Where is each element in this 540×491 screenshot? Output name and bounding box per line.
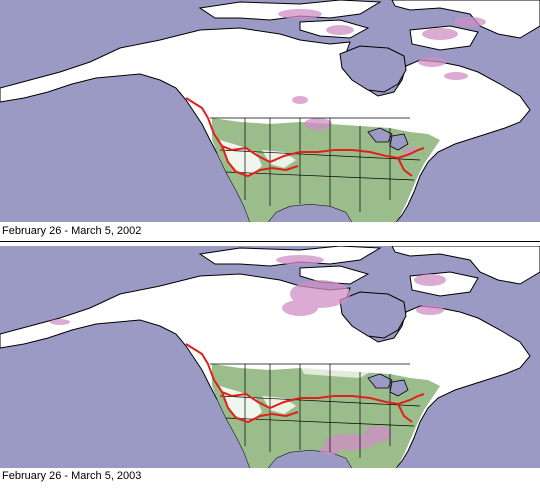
plains-snow-patch: [300, 366, 370, 378]
snow-anomaly-regions: [278, 9, 486, 153]
hudson-bay: [339, 291, 407, 339]
snow-free-vegetation: [212, 364, 440, 468]
panel-divider: [0, 241, 540, 242]
snow-free-vegetation: [212, 118, 440, 222]
caption-2002: February 26 - March 5, 2002: [2, 225, 142, 237]
greenland-landmass: [391, 0, 540, 39]
snow-cover-map-2002: [0, 0, 540, 222]
map-panel-2003: [0, 246, 540, 468]
caption-2003: February 26 - March 5, 2003: [2, 470, 142, 482]
snow-anomaly-regions: [50, 255, 446, 455]
political-borders: [210, 117, 421, 212]
historical-snowline: [185, 343, 425, 424]
political-borders: [210, 363, 421, 458]
hudson-bay: [339, 45, 407, 93]
map-panel-2002: [0, 0, 540, 222]
snow-cover-map-2003: [0, 246, 540, 468]
arctic-island-2: [299, 265, 370, 285]
historical-snowline: [185, 97, 425, 178]
greenland-landmass: [391, 246, 540, 285]
